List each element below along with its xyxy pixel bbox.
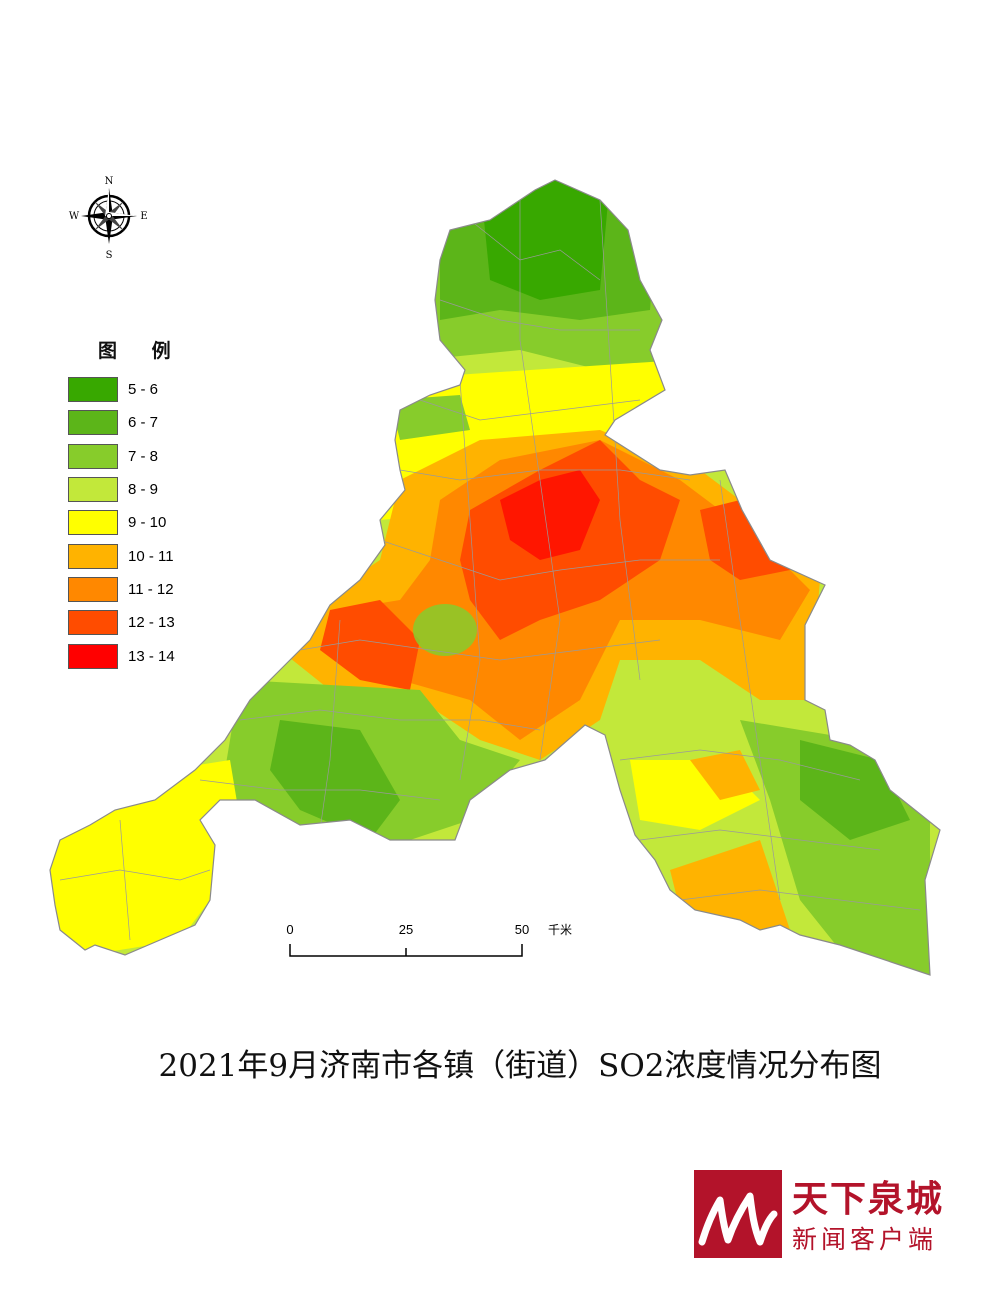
compass-north-label: N (105, 176, 114, 187)
compass-west-label: W (69, 211, 80, 222)
compass-east-label: E (140, 211, 147, 222)
so2-concentration-map (49, 179, 941, 976)
legend-item: 9 - 10 (68, 506, 185, 539)
legend-swatch (68, 410, 118, 436)
legend-label: 7 - 8 (128, 447, 159, 465)
legend-item: 5 - 6 (68, 373, 185, 406)
legend-item: 10 - 11 (68, 539, 185, 572)
legend-items: 5 - 6 6 - 7 7 - 8 8 - 9 9 - 10 10 - 11 1… (68, 373, 185, 673)
scale-unit-label: 千米 (548, 923, 572, 937)
map-title: 2021年9月济南市各镇（街道）SO2浓度情况分布图 (158, 1048, 882, 1084)
legend-swatch (68, 543, 118, 569)
legend-swatch (68, 643, 118, 669)
logo-subtitle: 新闻客户端 (792, 1225, 938, 1254)
scale-bar: 0 25 50 千米 (286, 922, 572, 957)
legend-label: 13 - 14 (128, 647, 175, 665)
legend-label: 10 - 11 (128, 547, 174, 565)
legend-item: 8 - 9 (68, 473, 185, 506)
logo-mark-icon (694, 1170, 782, 1258)
legend-item: 12 - 13 (68, 606, 185, 639)
legend-label: 8 - 9 (128, 481, 159, 499)
legend-item: 6 - 7 (68, 406, 185, 439)
compass-south-label: S (106, 250, 113, 261)
legend-item: 11 - 12 (68, 573, 185, 606)
legend-item: 7 - 8 (68, 440, 185, 473)
legend-swatch (68, 510, 118, 536)
legend-label: 12 - 13 (128, 614, 175, 632)
scale-tick-label: 0 (286, 922, 293, 937)
legend-swatch (68, 576, 118, 602)
legend-label: 9 - 10 (128, 514, 167, 532)
legend-swatch (68, 610, 118, 636)
scale-tick-label: 25 (399, 922, 413, 937)
legend-title: 图 例 (98, 340, 185, 362)
scale-tick-label: 50 (515, 922, 529, 937)
legend-swatch (68, 377, 118, 403)
legend: 图 例 5 - 6 6 - 7 7 - 8 8 - 9 9 - 10 10 - … (68, 336, 185, 673)
legend-label: 5 - 6 (128, 381, 159, 399)
news-app-logo: 天下泉城 新闻客户端 (694, 1170, 994, 1270)
legend-swatch (68, 477, 118, 503)
legend-swatch (68, 443, 118, 469)
logo-brand-name: 天下泉城 (792, 1178, 945, 1220)
legend-label: 6 - 7 (128, 414, 159, 432)
legend-item: 13 - 14 (68, 639, 185, 672)
north-arrow-compass: N S W E (69, 176, 148, 261)
legend-label: 11 - 12 (128, 580, 174, 598)
